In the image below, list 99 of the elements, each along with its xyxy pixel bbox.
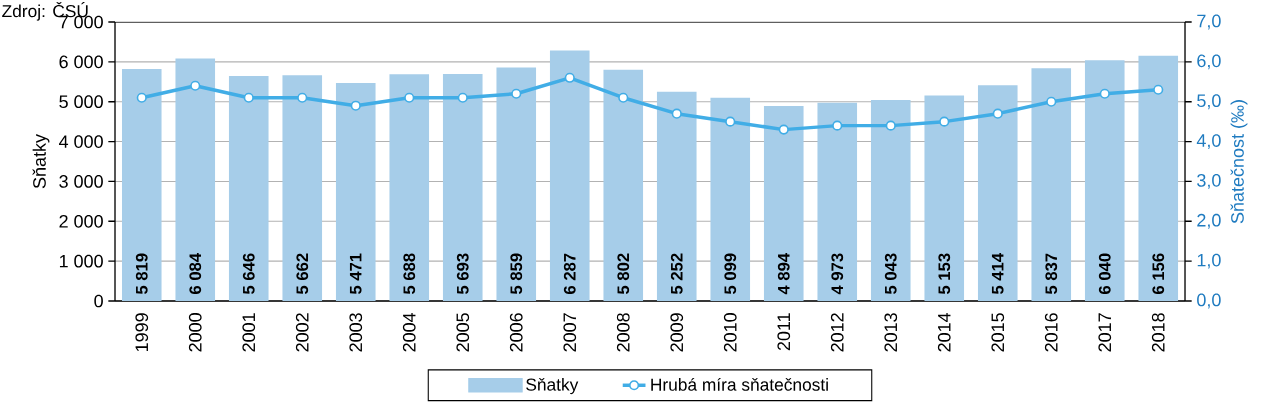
point bbox=[457, 92, 468, 103]
point bbox=[190, 80, 201, 91]
data-label: 6 287 bbox=[563, 253, 576, 294]
x-tick-label: 2016 bbox=[1044, 313, 1058, 352]
y2-tick-label: 5,0 bbox=[1197, 94, 1221, 110]
x-tick-label: 2000 bbox=[188, 313, 202, 352]
y-tick-label: 1 000 bbox=[59, 254, 103, 268]
point bbox=[297, 92, 308, 103]
x-tick-label: 2010 bbox=[723, 313, 737, 352]
y-tick-label: 2 000 bbox=[59, 214, 103, 228]
bar bbox=[817, 102, 858, 301]
y2-tick-label: 0,0 bbox=[1197, 293, 1221, 309]
point bbox=[1046, 96, 1057, 107]
point bbox=[778, 124, 789, 135]
data-label: 5 043 bbox=[884, 253, 897, 295]
x-tick-label: 2018 bbox=[1151, 313, 1165, 352]
y2-tick-label: 4,0 bbox=[1196, 134, 1221, 150]
x-tick-label: 2009 bbox=[670, 313, 684, 352]
y2-tick-label: 3,0 bbox=[1197, 174, 1221, 189]
y2-tick-label: 2,0 bbox=[1197, 213, 1221, 229]
data-label: 5 837 bbox=[1045, 253, 1058, 295]
point bbox=[725, 116, 736, 127]
data-label: 5 688 bbox=[403, 253, 416, 295]
point bbox=[618, 92, 629, 103]
data-label: 5 693 bbox=[456, 253, 469, 295]
data-label: 5 646 bbox=[242, 253, 255, 295]
x-tick-label: 2004 bbox=[402, 312, 416, 352]
y-tick-label: 0 bbox=[94, 294, 103, 308]
bar bbox=[175, 58, 216, 301]
point bbox=[939, 116, 950, 127]
x-tick-label: 2011 bbox=[777, 313, 791, 351]
x-tick-label: 2017 bbox=[1098, 313, 1112, 352]
data-label: 6 084 bbox=[189, 253, 202, 294]
bar bbox=[335, 82, 376, 301]
point bbox=[885, 120, 896, 131]
y2-axis-title: Sňatečnost (‰) bbox=[1230, 100, 1248, 224]
data-label: 4 973 bbox=[831, 253, 844, 295]
point bbox=[404, 92, 415, 103]
bar bbox=[442, 74, 483, 301]
data-label: 6 040 bbox=[1098, 253, 1111, 294]
point bbox=[243, 92, 254, 103]
x-tick-label: 2006 bbox=[509, 313, 523, 352]
point bbox=[671, 108, 682, 119]
data-label: 5 414 bbox=[991, 253, 1004, 295]
x-tick-label: 2014 bbox=[937, 312, 951, 352]
data-label: 5 662 bbox=[296, 253, 309, 295]
bar bbox=[870, 100, 911, 301]
y2-tick-label: 1,0 bbox=[1197, 253, 1221, 269]
bar bbox=[1084, 60, 1125, 301]
point bbox=[992, 108, 1003, 119]
bar bbox=[228, 75, 269, 301]
bar bbox=[710, 97, 751, 301]
y-axis-title: Sňatky bbox=[32, 134, 50, 189]
y-tick-label: 4 000 bbox=[59, 135, 103, 148]
x-tick-label: 2002 bbox=[295, 313, 309, 352]
x-tick-label: 2005 bbox=[456, 313, 470, 352]
data-label: 5 471 bbox=[349, 253, 362, 295]
bar bbox=[496, 67, 537, 301]
bar bbox=[282, 75, 323, 301]
x-tick-label: 2007 bbox=[563, 313, 577, 352]
legend-label: Sňatky bbox=[526, 377, 579, 395]
x-tick-label: 2013 bbox=[884, 313, 898, 352]
bar bbox=[763, 105, 804, 301]
bar bbox=[389, 74, 430, 301]
y-tick-label: 6 000 bbox=[59, 55, 103, 69]
y2-tick-label: 7,0 bbox=[1197, 14, 1221, 30]
y-tick-label: 3 000 bbox=[59, 175, 103, 188]
x-tick-label: 2003 bbox=[349, 313, 363, 352]
y2-tick-label: 6,0 bbox=[1197, 54, 1221, 70]
point bbox=[511, 88, 522, 99]
data-label: 5 099 bbox=[724, 253, 737, 295]
point bbox=[136, 92, 147, 103]
data-label: 4 894 bbox=[777, 253, 790, 295]
point bbox=[564, 72, 575, 83]
point bbox=[350, 100, 361, 111]
legend-label: Hrubá míra sňatečnosti bbox=[651, 377, 828, 391]
data-label: 5 819 bbox=[135, 253, 148, 295]
x-tick-label: 2015 bbox=[991, 313, 1005, 352]
data-label: 6 156 bbox=[1152, 253, 1165, 294]
bar bbox=[1138, 55, 1179, 301]
bar bbox=[549, 50, 590, 301]
point bbox=[1153, 84, 1164, 95]
x-tick-label: 2001 bbox=[242, 313, 256, 352]
data-label: 5 859 bbox=[510, 253, 523, 295]
bar bbox=[924, 95, 965, 301]
x-tick-label: 1999 bbox=[135, 313, 149, 352]
data-label: 5 802 bbox=[617, 253, 630, 295]
bar bbox=[656, 91, 697, 301]
point bbox=[1099, 88, 1110, 99]
bar bbox=[1031, 68, 1072, 301]
y-tick-label: 5 000 bbox=[59, 95, 103, 109]
bar bbox=[121, 69, 162, 301]
bar bbox=[977, 85, 1018, 301]
x-tick-label: 2012 bbox=[830, 313, 844, 352]
point bbox=[832, 120, 843, 131]
data-label: 5 252 bbox=[670, 253, 683, 295]
x-tick-label: 2008 bbox=[616, 313, 630, 352]
bar bbox=[603, 69, 644, 301]
data-label: 5 153 bbox=[938, 253, 951, 295]
